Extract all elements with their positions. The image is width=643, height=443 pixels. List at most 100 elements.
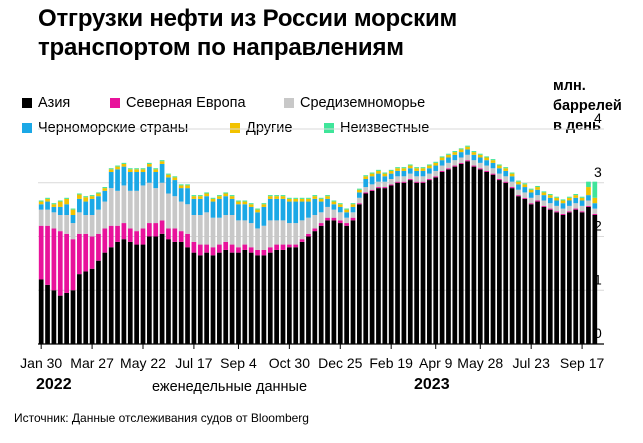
bar-segment-asia xyxy=(344,225,349,344)
bar-segment-north_europe xyxy=(376,187,381,189)
bar-segment-asia xyxy=(70,290,76,344)
bar-segment-unknown xyxy=(497,164,502,166)
bar-segment-black_sea xyxy=(210,201,216,218)
bar-segment-mediterranean xyxy=(96,209,101,234)
bar-segment-unknown xyxy=(210,197,216,199)
bar-segment-north_europe xyxy=(484,170,489,172)
bar-segment-asia xyxy=(401,182,407,344)
bar-segment-black_sea xyxy=(573,197,579,204)
y-tick-label: 4 xyxy=(594,110,602,126)
bar-segment-north_europe xyxy=(140,228,146,245)
bar-segment-black_sea xyxy=(229,198,235,215)
x-tick-label: Apr 9 xyxy=(419,355,453,371)
bar-segment-black_sea xyxy=(388,173,394,179)
bar-segment-north_europe xyxy=(490,173,496,175)
bar-segment-black_sea xyxy=(427,168,432,174)
legend-item-other: Другие xyxy=(230,120,292,136)
bar-segment-other xyxy=(255,209,260,213)
x-tick-label: May 22 xyxy=(120,355,166,371)
bar-segment-north_europe xyxy=(535,200,540,202)
bar-segment-north_europe xyxy=(369,189,375,191)
legend-swatch-asia xyxy=(22,98,32,108)
bar-segment-mediterranean xyxy=(522,192,528,198)
bar-segment-unknown xyxy=(331,200,337,202)
bar-segment-mediterranean xyxy=(45,209,50,226)
bar-segment-other xyxy=(51,204,57,207)
bar-segment-north_europe xyxy=(293,244,299,248)
bar-segment-north_europe xyxy=(350,217,356,221)
bar-segment-north_europe xyxy=(38,225,44,280)
bar-segment-mediterranean xyxy=(363,187,369,193)
bar-segment-black_sea xyxy=(287,201,292,224)
bar-segment-north_europe xyxy=(261,249,267,256)
bar-segment-other xyxy=(83,197,89,202)
bar-segment-asia xyxy=(560,215,566,344)
bar-segment-asia xyxy=(255,255,260,344)
bar-segment-black_sea xyxy=(522,187,528,193)
bar-segment-mediterranean xyxy=(299,220,305,240)
bar-segment-asia xyxy=(57,295,63,345)
bar-segment-mediterranean xyxy=(586,200,591,206)
bar-segment-black_sea xyxy=(325,198,330,207)
bar-segment-mediterranean xyxy=(287,223,292,245)
bar-segment-asia xyxy=(350,220,356,345)
bar-segment-other xyxy=(236,201,241,205)
bar-segment-mediterranean xyxy=(484,165,489,171)
bar-segment-mediterranean xyxy=(261,225,267,250)
bar-segment-unknown xyxy=(166,173,171,175)
bar-segment-black_sea xyxy=(191,198,197,215)
bar-segment-other xyxy=(166,174,171,178)
bar-segment-black_sea xyxy=(528,192,534,198)
bar-segment-unknown xyxy=(541,191,547,193)
bar-segment-black_sea xyxy=(38,204,44,210)
bar-segment-north_europe xyxy=(318,223,324,226)
bar-segment-north_europe xyxy=(242,244,248,250)
bar-segment-asia xyxy=(586,206,591,344)
bar-segment-unknown xyxy=(503,167,509,169)
bar-segment-north_europe xyxy=(51,228,57,291)
bar-segment-north_europe xyxy=(274,244,279,250)
bar-segment-unknown xyxy=(255,208,260,210)
bar-segment-unknown xyxy=(376,169,381,171)
bar-segment-other xyxy=(242,201,248,205)
bar-segment-asia xyxy=(236,252,241,345)
bar-segment-mediterranean xyxy=(471,160,477,166)
bar-segment-north_europe xyxy=(306,233,311,237)
bar-segment-north_europe xyxy=(267,247,273,253)
bar-segment-north_europe xyxy=(229,244,235,253)
bar-segment-other xyxy=(439,157,445,161)
bar-segment-other xyxy=(490,160,496,163)
bar-segment-black_sea xyxy=(414,170,419,177)
bar-segment-other xyxy=(191,196,197,199)
bar-segment-mediterranean xyxy=(147,182,152,224)
bar-segment-other xyxy=(452,152,458,155)
legend-item-north-europe: Северная Европа xyxy=(110,95,246,111)
x-tick-label: Oct 30 xyxy=(269,355,310,371)
bar-segment-black_sea xyxy=(395,170,400,177)
bar-segment-north_europe xyxy=(516,195,521,197)
period-label: еженедельные данные xyxy=(152,379,308,395)
bar-segment-other xyxy=(89,196,95,199)
bar-segment-black_sea xyxy=(312,198,318,215)
bar-segment-north_europe xyxy=(121,223,127,240)
bar-segment-other xyxy=(363,176,369,179)
legend-label-north-europe: Северная Европа xyxy=(126,95,246,111)
chart-title: Отгрузки нефти из России морским транспо… xyxy=(38,5,458,61)
y-axis-unit: млн. баррелей в день xyxy=(553,76,633,136)
bar-segment-other xyxy=(573,195,579,198)
bar-segment-north_europe xyxy=(325,217,330,221)
bar-segment-other xyxy=(414,168,419,171)
bar-segment-black_sea xyxy=(344,212,349,218)
bar-segment-asia xyxy=(102,252,108,345)
bar-segment-asia xyxy=(242,249,248,344)
bar-segment-asia xyxy=(458,163,464,344)
bar-segment-unknown xyxy=(127,168,133,170)
bar-segment-mediterranean xyxy=(280,220,286,245)
bar-segment-unknown xyxy=(477,153,483,155)
bar-segment-asia xyxy=(522,198,528,345)
x-tick-label: Sep 17 xyxy=(560,355,605,371)
bar-segment-asia xyxy=(229,252,235,345)
bar-segment-north_europe xyxy=(388,184,394,186)
bar-segment-mediterranean xyxy=(236,220,241,248)
bar-segment-other xyxy=(38,201,44,205)
